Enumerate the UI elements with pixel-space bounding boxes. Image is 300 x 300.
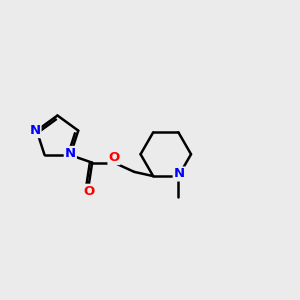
Text: N: N	[65, 147, 76, 160]
Text: N: N	[29, 124, 40, 137]
Text: N: N	[174, 167, 185, 181]
Text: O: O	[83, 185, 94, 198]
Text: O: O	[108, 151, 120, 164]
